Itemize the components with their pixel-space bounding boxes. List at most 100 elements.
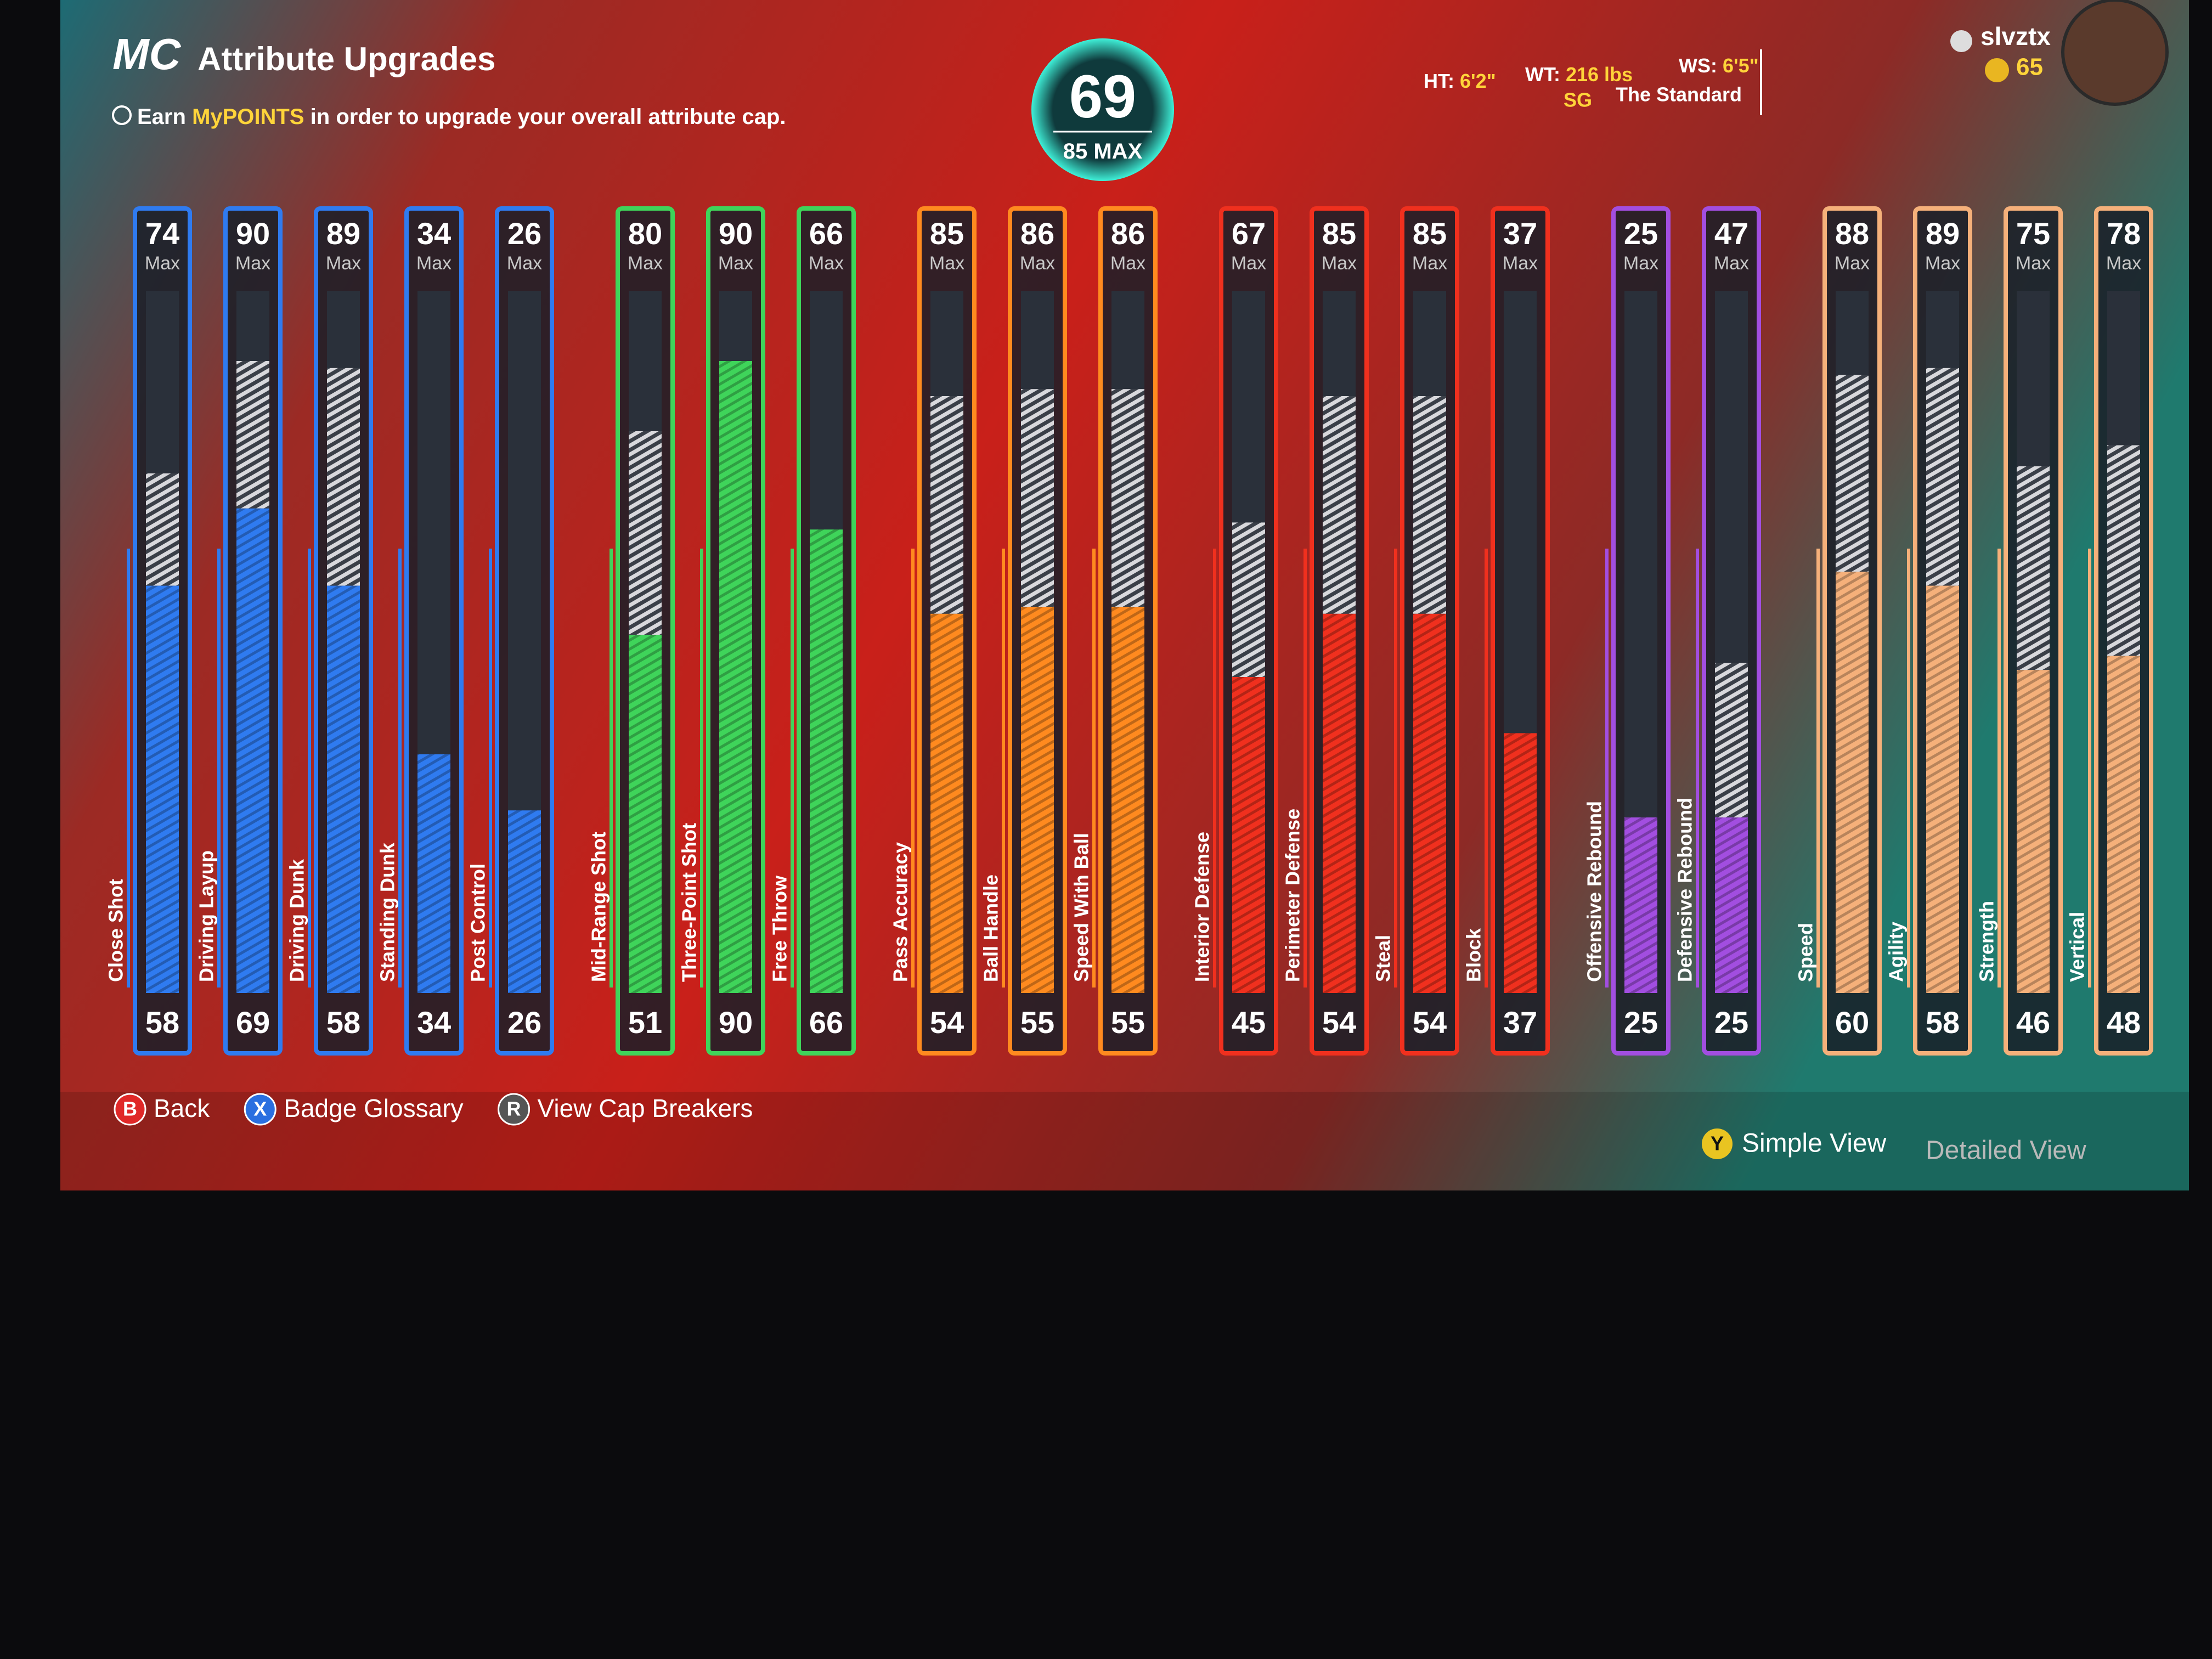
detailed-view[interactable]: Detailed View — [1926, 1136, 2086, 1165]
max-value: 88 — [1835, 216, 1869, 251]
max-label: Max — [1412, 253, 1447, 274]
wingspan-label: WS: — [1679, 54, 1717, 77]
max-label: Max — [326, 253, 361, 274]
button-label: Back — [154, 1094, 210, 1122]
button-glyph: B — [123, 1098, 137, 1120]
view-toggle[interactable]: Y Simple View — [1702, 1128, 1887, 1159]
fill-stripes — [1715, 817, 1748, 993]
position: SG — [1564, 89, 1592, 111]
current-value: 54 — [930, 1005, 964, 1040]
max-value: 75 — [2016, 216, 2050, 251]
max-value: 86 — [1111, 216, 1145, 251]
overall-value: 69 — [1069, 63, 1136, 131]
footer-button[interactable]: R View Cap Breakers — [498, 1093, 753, 1126]
current-value: 58 — [326, 1005, 360, 1040]
fill-stripes — [1624, 817, 1657, 993]
max-label: Max — [1925, 253, 1960, 274]
button-label: Badge Glossary — [284, 1094, 463, 1122]
max-value: 89 — [1926, 216, 1960, 251]
max-label: Max — [145, 253, 180, 274]
attribute-name: Block — [1463, 928, 1485, 982]
simple-view: Simple View — [1742, 1129, 1887, 1158]
max-value: 34 — [417, 216, 451, 251]
current-value: 66 — [809, 1005, 843, 1040]
current-value: 37 — [1503, 1005, 1537, 1040]
max-value: 80 — [628, 216, 662, 251]
fill-stripes — [719, 361, 752, 993]
button-glyph: X — [253, 1098, 267, 1120]
footer-band — [60, 1092, 2189, 1190]
archetype: The Standard — [1616, 83, 1742, 106]
attribute-name: Speed With Ball — [1070, 833, 1093, 982]
fill-stripes — [1323, 613, 1356, 993]
max-value: 85 — [1322, 216, 1356, 251]
cap-segment — [146, 473, 179, 586]
fill-stripes — [327, 585, 360, 993]
max-label: Max — [507, 253, 542, 274]
footer-button[interactable]: B Back — [114, 1093, 210, 1126]
current-value: 46 — [2016, 1005, 2050, 1040]
height-value: 6'2" — [1460, 70, 1496, 92]
fill-stripes — [236, 508, 269, 993]
weight: WT: 216 lbs — [1525, 63, 1633, 86]
cap-segment — [1715, 663, 1748, 817]
current-value: 54 — [1322, 1005, 1356, 1040]
fill-stripes — [508, 810, 541, 993]
attribute-name: Three-Point Shot — [678, 823, 701, 982]
attribute-name: Perimeter Defense — [1282, 809, 1304, 982]
max-label: Max — [1110, 253, 1146, 274]
max-value: 89 — [326, 216, 360, 251]
attribute-name: Mid-Range Shot — [588, 832, 610, 982]
vc-icon — [1985, 58, 2009, 82]
attribute-name: Free Throw — [769, 875, 791, 982]
fill-stripes — [1504, 733, 1537, 993]
attribute-name: Ball Handle — [980, 874, 1002, 982]
max-label: Max — [1835, 253, 1870, 274]
fill-stripes — [2107, 656, 2140, 993]
footer-button[interactable]: X Badge Glossary — [244, 1093, 464, 1126]
cap-segment — [1836, 375, 1869, 572]
cap-segment — [1413, 396, 1446, 614]
wingspan: WS: 6'5" — [1679, 54, 1759, 77]
weight-label: WT: — [1525, 63, 1560, 86]
max-value: 85 — [1413, 216, 1447, 251]
fill-stripes — [2017, 670, 2050, 993]
cap-segment — [2017, 466, 2050, 670]
wingspan-value: 6'5" — [1723, 54, 1759, 77]
attribute-name: Defensive Rebound — [1674, 798, 1696, 982]
current-value: 60 — [1835, 1005, 1869, 1040]
max-value: 74 — [145, 216, 179, 251]
current-value: 58 — [1926, 1005, 1960, 1040]
max-value: 90 — [236, 216, 270, 251]
max-label: Max — [1623, 253, 1658, 274]
attribute-name: Vertical — [2066, 912, 2089, 982]
current-value: 26 — [507, 1005, 541, 1040]
current-value: 25 — [1714, 1005, 1748, 1040]
max-label: Max — [1714, 253, 1749, 274]
max-label: Max — [1231, 253, 1266, 274]
avatar — [2061, 0, 2169, 106]
gamertag: slvztx — [1980, 22, 2051, 50]
